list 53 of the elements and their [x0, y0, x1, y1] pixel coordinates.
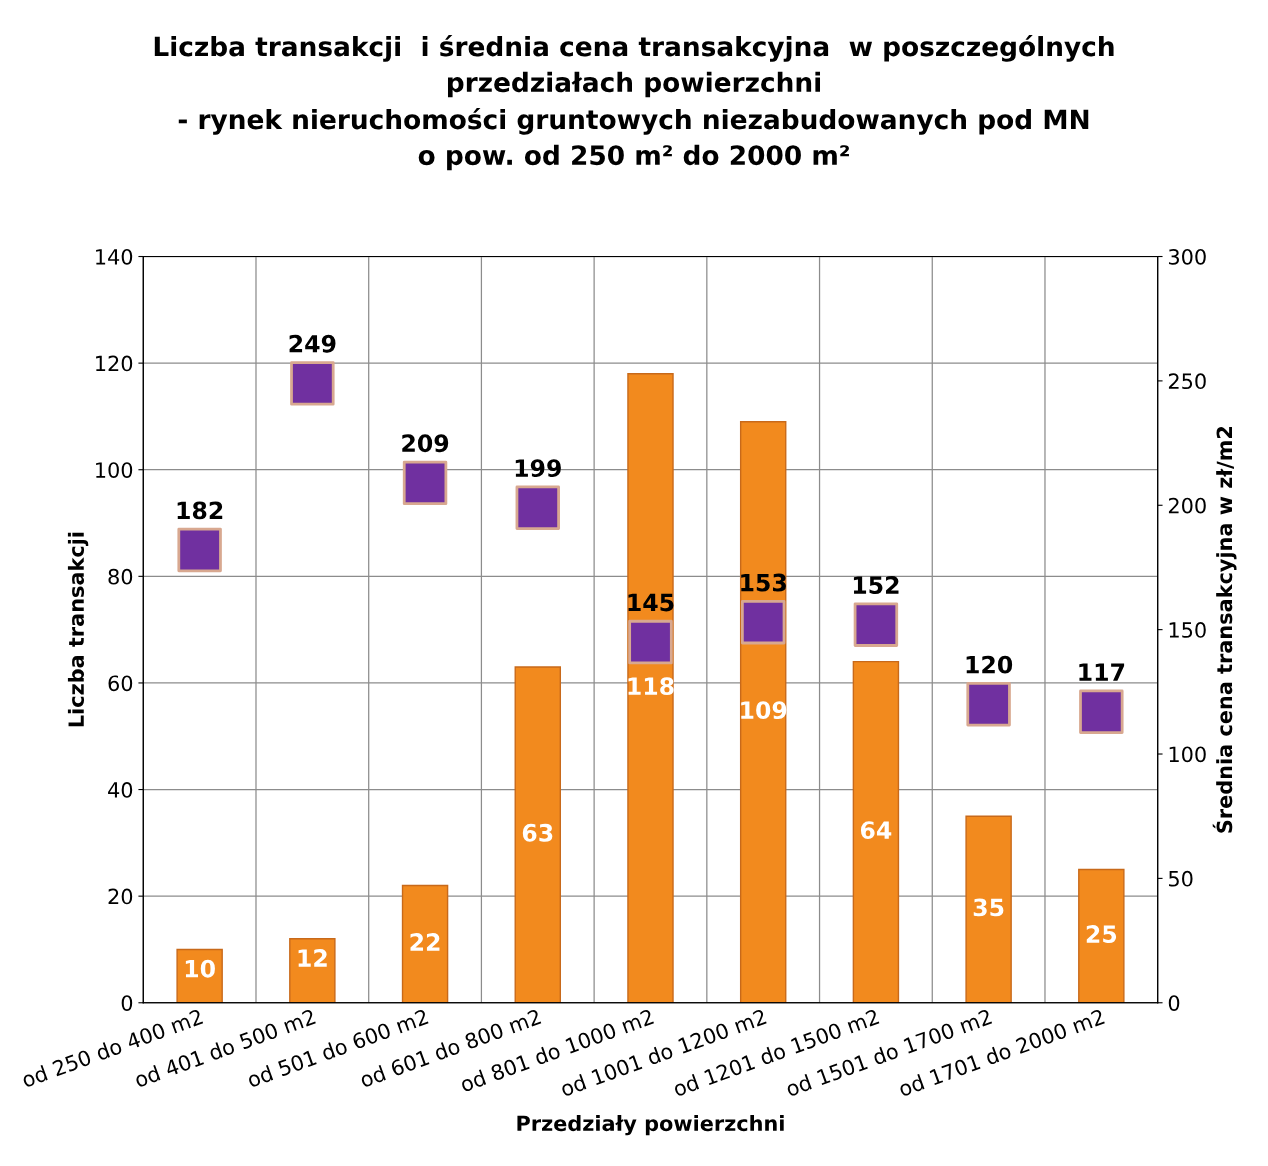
data-label: 153: [741, 573, 786, 592]
point: [853, 602, 899, 647]
data-label: 182: [177, 501, 223, 520]
y-tick-label: 40: [108, 782, 133, 798]
y-tick-label: 140: [96, 248, 133, 265]
bar: [852, 660, 900, 1003]
data-label: 22: [410, 933, 440, 951]
data-label: 12: [298, 949, 327, 967]
point: [628, 619, 673, 665]
y2-tick-label: 300: [1168, 248, 1206, 265]
point: [966, 682, 1011, 727]
data-label: 117: [1079, 663, 1125, 681]
data-label: 120: [966, 655, 1013, 674]
y2-tick-label: 100: [1169, 746, 1206, 763]
point: [402, 460, 448, 506]
data-label: 63: [522, 823, 553, 842]
point: [740, 599, 786, 645]
point: [290, 361, 335, 406]
y2-tick-label: 200: [1168, 497, 1206, 514]
bar: [1078, 868, 1125, 1003]
y2-tick-label: 50: [1169, 870, 1193, 887]
data-label: 25: [1086, 925, 1117, 943]
y-tick-label: 80: [108, 568, 133, 585]
y-axis-title: Liczba transakcji: [67, 532, 89, 727]
bar: [627, 373, 674, 1003]
y-tick-label: 60: [108, 675, 133, 692]
data-label: 118: [628, 677, 674, 696]
y2-tick-label: 150: [1169, 622, 1206, 638]
bar: [965, 815, 1012, 1003]
bar: [289, 938, 336, 1003]
data-label: 35: [973, 898, 1004, 917]
point: [177, 527, 222, 573]
y-tick-label: 120: [96, 355, 133, 372]
point: [515, 485, 560, 530]
y-tick-label: 0: [121, 995, 133, 1011]
data-label: 249: [289, 334, 336, 353]
data-label: 199: [515, 459, 561, 478]
y2-axis-title: Średnia cena transakcyjna w zł/m2: [1212, 426, 1237, 833]
y2-tick-label: 250: [1168, 373, 1206, 390]
bar: [514, 666, 562, 1003]
data-label: 152: [853, 576, 899, 594]
y-tick-label: 20: [108, 888, 133, 905]
y2-tick-label: 0: [1168, 995, 1180, 1011]
data-label: 10: [185, 959, 215, 978]
data-label: 145: [628, 593, 674, 612]
bar: [401, 884, 449, 1003]
point: [1079, 689, 1124, 734]
data-label: 209: [402, 434, 449, 453]
x-axis-title: Przedziały powierzchni: [517, 1115, 784, 1136]
data-label: 64: [860, 821, 892, 840]
y-tick-label: 100: [96, 462, 133, 478]
chart-title: Liczba transakcji i średnia cena transakcyjna w poszczególnych przedziałach powierzchni - rynek nieruchomości gruntowych niezabudowanych pod MN o pow. od 250 m² do 2000 m²: [154, 34, 1114, 171]
bar: [739, 421, 787, 1003]
